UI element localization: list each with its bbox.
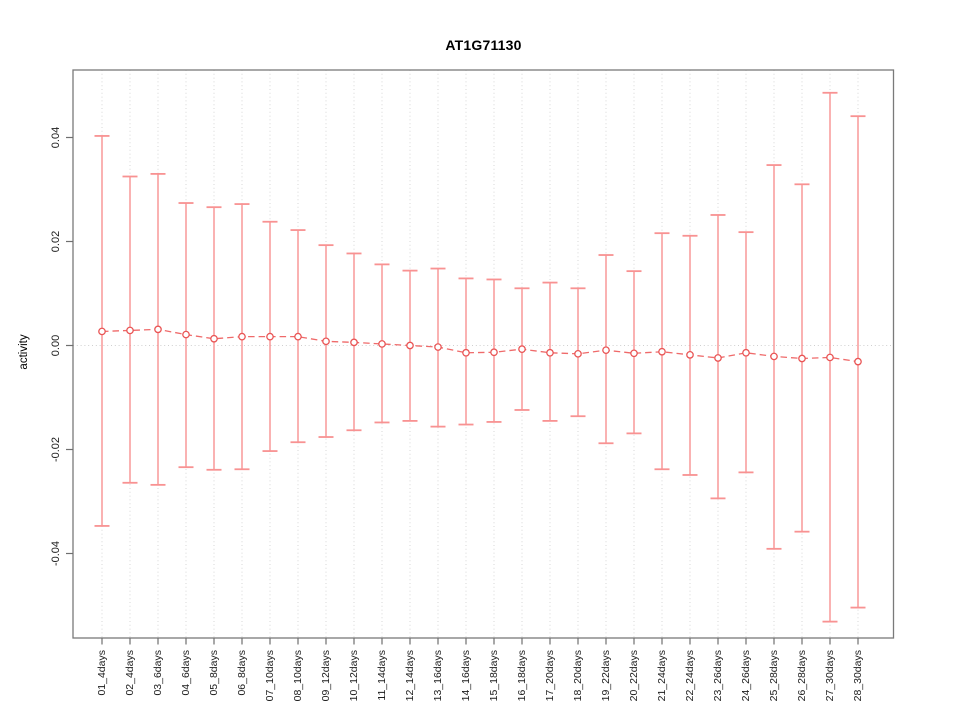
x-tick-label: 27_30days <box>824 650 836 701</box>
data-point <box>798 354 806 363</box>
plot-box <box>72 69 895 639</box>
x-tick-label: 10_12days <box>348 650 360 701</box>
data-point <box>266 332 274 341</box>
data-point <box>826 353 834 362</box>
data-point <box>546 348 554 357</box>
x-tick-label: 06_8days <box>236 650 248 696</box>
data-point <box>574 349 582 358</box>
data-point <box>294 332 302 341</box>
x-tick-label: 23_26days <box>712 650 724 701</box>
y-axis-title: activity <box>18 334 30 370</box>
data-point <box>686 351 694 359</box>
chart-title: AT1G71130 <box>445 37 522 53</box>
y-tick-label: -0.04 <box>50 541 62 566</box>
data-point <box>742 348 750 357</box>
x-tick-label: 16_18days <box>516 650 528 701</box>
x-tick-label: 19_22days <box>600 650 612 701</box>
data-point <box>714 354 722 362</box>
data-point <box>518 345 526 353</box>
x-tick-label: 22_24days <box>684 650 696 701</box>
data-point <box>378 340 386 348</box>
data-point <box>602 346 610 355</box>
x-tick-label: 18_20days <box>572 650 584 701</box>
data-point <box>434 343 442 351</box>
x-tick-label: 21_24days <box>656 650 668 701</box>
data-point <box>462 348 470 357</box>
y-tick-label: 0.04 <box>50 127 62 148</box>
x-tick-label: 28_30days <box>852 650 864 701</box>
x-tick-label: 02_4days <box>124 650 136 696</box>
y-tick-label: 0.02 <box>50 231 62 252</box>
data-point <box>154 325 162 334</box>
x-tick-label: 20_22days <box>628 650 640 701</box>
data-point <box>126 326 134 335</box>
x-tick-label: 25_28days <box>768 650 780 701</box>
data-point <box>630 349 638 358</box>
x-tick-label: 24_26days <box>740 650 752 701</box>
data-point <box>350 338 358 347</box>
data-point <box>490 348 498 357</box>
series-line <box>101 328 859 363</box>
data-point <box>98 327 106 336</box>
data-point <box>406 341 414 350</box>
x-tick-label: 09_12days <box>320 650 332 701</box>
x-tick-label: 11_14days <box>376 650 388 701</box>
x-tick-label: 07_10days <box>264 650 276 701</box>
x-tick-label: 12_14days <box>404 650 416 701</box>
x-tick-label: 08_10days <box>292 650 304 701</box>
data-point <box>854 357 862 366</box>
y-tick-label: -0.02 <box>50 437 62 462</box>
x-tick-label: 26_28days <box>796 650 808 701</box>
x-tick-label: 14_16days <box>460 650 472 701</box>
data-point <box>210 334 218 343</box>
x-tick-label: 15_18days <box>488 650 500 701</box>
x-tick-label: 03_6days <box>152 650 164 696</box>
data-point <box>238 332 246 341</box>
y-tick-label: 0.00 <box>50 335 62 356</box>
x-tick-label: 04_6days <box>180 650 192 696</box>
data-point <box>322 337 330 346</box>
data-point <box>658 347 666 356</box>
data-point <box>770 352 778 361</box>
x-tick-label: 05_8days <box>208 650 220 696</box>
data-point <box>182 330 190 339</box>
x-tick-label: 17_20days <box>544 650 556 701</box>
x-tick-label: 13_16days <box>432 650 444 701</box>
x-tick-label: 01_4days <box>96 650 108 696</box>
